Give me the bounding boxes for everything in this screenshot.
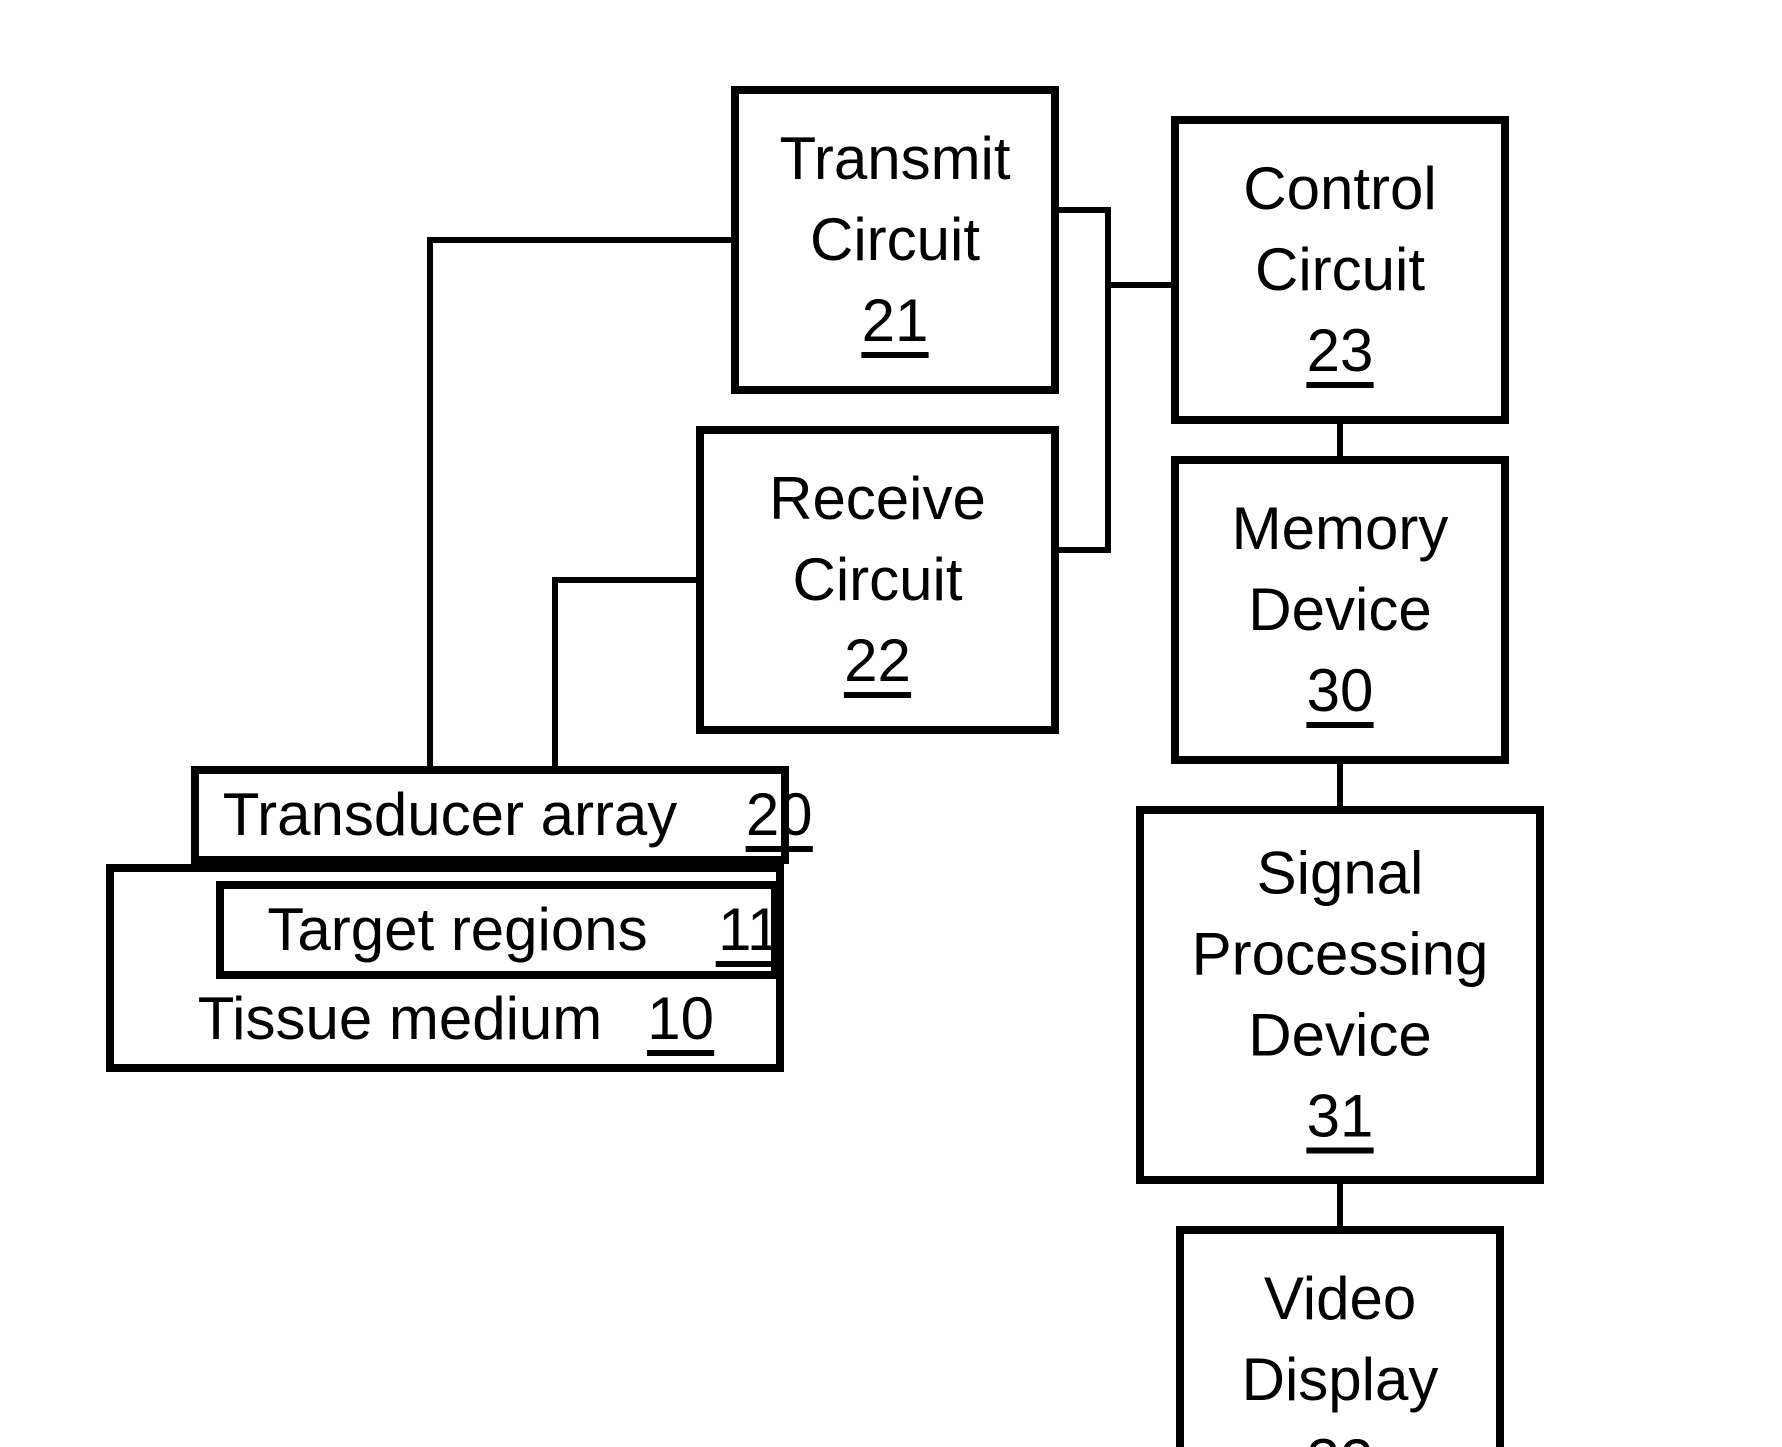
- transmit-label-line-0: Transmit: [779, 125, 1010, 192]
- signal-ref: 31: [1306, 1082, 1373, 1150]
- transmit-ref-text: 21: [862, 287, 929, 354]
- memory-box: Memory Device 30: [1175, 460, 1505, 760]
- signal-label-line-2: Device: [1248, 1001, 1431, 1068]
- video-ref-text: 32: [1307, 1427, 1374, 1447]
- memory-ref: 30: [1306, 657, 1373, 725]
- transmit-ref: 21: [861, 287, 928, 355]
- receive-ref: 22: [844, 627, 911, 695]
- edge-0: [430, 240, 735, 770]
- receive-box: Receive Circuit 22: [700, 430, 1055, 730]
- receive-label-line-1: Circuit: [792, 546, 962, 613]
- signal-label-line-0: Signal: [1257, 839, 1424, 906]
- edge-1: [555, 580, 700, 770]
- control-box: Control Circuit 23: [1175, 120, 1505, 420]
- tissue-ref-text: 10: [647, 985, 714, 1052]
- memory-label-line-0: Memory: [1232, 495, 1449, 562]
- video-label-line-1: Display: [1242, 1346, 1439, 1413]
- receive-ref-text: 22: [844, 627, 911, 694]
- transducer-box: Transducer array 20: [195, 770, 813, 860]
- target-box: Target regions 11: [220, 885, 783, 975]
- receive-label-line-0: Receive: [769, 465, 986, 532]
- tissue-ref: 10: [647, 985, 714, 1053]
- video-box: Video Display 32: [1180, 1230, 1500, 1447]
- target-label: Target regions: [267, 896, 647, 963]
- transducer-ref: 20: [746, 781, 813, 849]
- video-label-line-0: Video: [1264, 1265, 1416, 1332]
- video-ref: 32: [1306, 1427, 1373, 1447]
- control-ref-text: 23: [1307, 317, 1374, 384]
- target-ref: 11: [716, 896, 783, 964]
- control-label-line-0: Control: [1243, 155, 1436, 222]
- transmit-label-line-1: Circuit: [810, 206, 980, 273]
- signal-ref-text: 31: [1307, 1082, 1374, 1149]
- tissue-label: Tissue medium: [198, 985, 603, 1052]
- video-frame: [1180, 1230, 1500, 1447]
- transducer-label: Transducer array: [223, 781, 678, 848]
- transducer-ref-text: 20: [746, 781, 813, 848]
- transmit-box: Transmit Circuit 21: [735, 90, 1055, 390]
- memory-label-line-1: Device: [1248, 576, 1431, 643]
- target-ref-text: 11: [718, 896, 780, 963]
- control-ref: 23: [1306, 317, 1373, 385]
- signal-box: Signal Processing Device 31: [1140, 810, 1540, 1180]
- edge-2: [1055, 210, 1108, 550]
- signal-label-line-1: Processing: [1192, 920, 1489, 987]
- memory-ref-text: 30: [1307, 657, 1374, 724]
- control-label-line-1: Circuit: [1255, 236, 1425, 303]
